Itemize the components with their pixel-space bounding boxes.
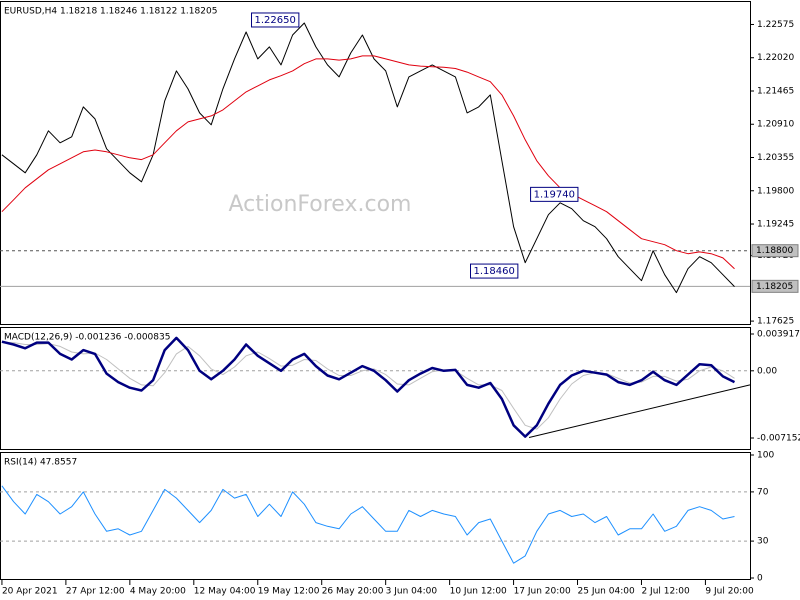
x-tick-label: 27 Apr 12:00 [66,587,125,597]
series-line [1,485,735,564]
y-tick-label: 70 [757,487,769,497]
series-line [1,336,736,438]
watermark: ActionForex.com [229,192,412,217]
series-line [1,342,735,430]
x-tick-label: 20 Apr 2021 [2,587,58,597]
annotation-label: 1.22650 [255,15,296,26]
y-tick-label: 1.20355 [757,153,794,163]
x-tick-label: 12 May 04:00 [194,587,256,597]
y-tick-label: 1.20910 [757,120,794,130]
y-tick-label: 0 [757,574,763,584]
level-label: 1.18800 [756,246,793,256]
level-label-box [751,279,799,293]
x-tick-label: 17 Jun 20:00 [514,587,571,597]
y-tick-label: 30 [757,537,769,547]
y-tick-label: 1.21465 [757,86,794,96]
y-tick-label: 1.22020 [757,53,794,63]
panel-title: MACD(12,26,9) -0.001236 -0.000835 [4,333,170,343]
trendline [528,384,751,438]
y-tick-label: 0.003917 [757,330,800,340]
y-tick-label: 1.17625 [757,317,794,327]
panel-frame [0,327,751,450]
y-tick-label: 1.19245 [757,220,794,230]
level-label-box [751,244,799,258]
annotation-box [470,263,519,279]
level-label: 1.18205 [756,282,793,292]
panel-frame [0,452,751,580]
x-tick-label: 2 Jul 12:00 [641,587,690,597]
annotation-box [251,12,300,28]
x-tick-label: 26 May 20:00 [322,587,384,597]
annotation-label: 1.18460 [474,266,515,277]
x-tick-label: 9 Jul 20:00 [705,587,754,597]
y-tick-label: 1.22575 [757,20,794,30]
y-tick-label: -0.007152 [757,434,800,444]
annotation-label: 1.19740 [534,189,575,200]
x-tick-label: 10 Jun 12:00 [450,587,507,597]
y-tick-label: 0.00 [757,366,777,376]
panel-frame [0,1,751,325]
panel-title: EURUSD,H4 1.18218 1.18246 1.18122 1.1820… [4,7,217,17]
x-tick-label: 19 May 12:00 [258,587,320,597]
panel-title: RSI(14) 47.8557 [4,458,77,468]
x-tick-label: 4 May 20:00 [130,587,186,597]
annotation-box [530,186,579,202]
series-line [1,22,735,294]
series-line [1,55,735,270]
y-tick-label: 100 [757,451,774,461]
x-tick-label: 3 Jun 04:00 [386,587,438,597]
y-tick-label: 1.19800 [757,186,794,196]
x-tick-label: 25 Jun 04:00 [578,587,635,597]
